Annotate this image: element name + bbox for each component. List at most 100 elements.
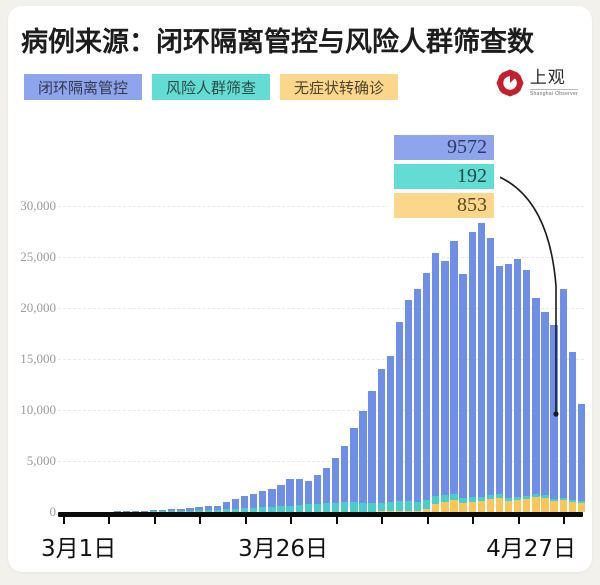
bar-segment xyxy=(359,502,367,512)
gridline xyxy=(58,410,584,411)
bar-segment xyxy=(341,446,349,503)
bar-segment xyxy=(532,494,540,497)
bar-segment xyxy=(368,503,376,512)
bar-segment xyxy=(404,501,413,511)
bar-segment xyxy=(268,488,276,507)
bar-segment xyxy=(477,496,485,501)
bar-segment xyxy=(423,500,431,509)
x-axis-tick xyxy=(472,517,475,524)
bar-segment xyxy=(313,503,322,512)
x-axis-tick xyxy=(517,517,520,524)
callout-value-closed-loop: 9572 xyxy=(394,135,494,160)
bar-segment xyxy=(577,403,586,502)
bar-segment xyxy=(359,411,367,503)
bar-segment xyxy=(477,500,485,512)
bar-segment xyxy=(222,509,231,512)
gridline xyxy=(58,461,584,462)
x-axis-tick xyxy=(335,517,338,524)
bar-segment xyxy=(423,272,431,501)
bar-segment xyxy=(259,491,267,508)
bar-segment xyxy=(240,508,249,512)
bar-segment xyxy=(550,500,558,512)
x-axis-line xyxy=(58,512,583,517)
bar-segment xyxy=(559,499,567,512)
chart-plot-area: 0 5,000 10,000 15,000 20,000 25,000 30,000 3月1… xyxy=(8,6,592,572)
legend-item-closed-loop[interactable]: 闭环隔离管控 xyxy=(24,74,143,100)
bar-segment xyxy=(168,511,176,512)
bar-segment xyxy=(377,503,385,512)
bar-segment xyxy=(213,509,221,512)
gridline xyxy=(58,206,584,207)
bar-segment xyxy=(231,498,240,509)
bar-segment xyxy=(495,265,504,495)
bar-segment xyxy=(568,351,576,500)
bar-segment xyxy=(368,391,376,504)
bar-segment xyxy=(295,504,303,512)
bar-segment xyxy=(304,504,312,512)
callout-value-asymptomatic: 853 xyxy=(394,193,494,218)
bar-segment xyxy=(486,498,495,512)
bar-segment xyxy=(441,261,449,495)
bar-segment xyxy=(504,497,513,501)
bar-segment xyxy=(350,501,358,512)
bar-segment xyxy=(195,510,203,512)
x-axis-tick xyxy=(108,517,111,524)
bar-segment xyxy=(332,457,340,503)
y-axis-label: 20,000 xyxy=(20,300,56,315)
bar-segment xyxy=(495,494,504,498)
legend: 闭环隔离管控 风险人群筛查 无症状转确诊 xyxy=(24,74,399,100)
bar-segment xyxy=(341,502,349,512)
bar-segment xyxy=(386,511,394,512)
y-axis-label: 25,000 xyxy=(20,249,56,264)
bar-segment xyxy=(395,511,404,512)
bar-segment xyxy=(286,479,294,506)
bar-segment xyxy=(149,511,158,512)
bar-segment xyxy=(514,496,522,500)
bar-segment xyxy=(523,270,531,496)
bar-segment xyxy=(459,274,467,498)
bar-segment xyxy=(459,497,467,503)
bar-segment xyxy=(149,510,158,512)
bar-segment xyxy=(131,510,140,512)
bar-segment xyxy=(514,499,522,512)
bar-segment xyxy=(386,356,394,503)
bar-segment xyxy=(177,510,185,512)
bar-segment xyxy=(459,502,467,512)
bar-segment xyxy=(559,288,567,498)
bar-segment xyxy=(213,505,221,510)
bar-segment xyxy=(413,289,422,502)
x-axis-tick xyxy=(426,517,429,524)
hexagon-logo-icon xyxy=(496,69,524,97)
bar-segment xyxy=(486,494,495,499)
bar-segment xyxy=(423,508,431,512)
bar-segment xyxy=(250,507,258,512)
bar-segment xyxy=(441,501,449,512)
bar-segment xyxy=(432,503,440,512)
bar-segment xyxy=(541,311,549,496)
bar-segment xyxy=(577,503,586,512)
bar-segment xyxy=(286,505,294,512)
x-axis-tick xyxy=(153,517,156,524)
bar-segment xyxy=(577,501,586,504)
brand-name-en: Shanghai Observer xyxy=(529,88,578,97)
bar-segment xyxy=(277,484,285,507)
bar-segment xyxy=(404,510,413,512)
y-axis-label: 5,000 xyxy=(26,453,56,468)
bar-segment xyxy=(468,501,476,512)
brand-logo: 上观 Shanghai Observer xyxy=(495,68,578,98)
bar-segment xyxy=(204,506,212,511)
chart-card: 病例来源：闭环隔离管控与风险人群筛查数 闭环隔离管控 风险人群筛查 无症状转确诊… xyxy=(8,6,592,572)
bar-segment xyxy=(159,511,167,512)
value-callout: 9572 192 853 xyxy=(390,132,498,221)
bar-segment xyxy=(514,259,522,497)
bar-segment xyxy=(523,498,531,512)
gridline xyxy=(58,359,584,360)
y-axis-label: 30,000 xyxy=(20,198,56,213)
bar-segment xyxy=(413,501,422,511)
bar-segment xyxy=(504,500,513,512)
bar-segment xyxy=(523,495,531,499)
bar-segment xyxy=(322,503,331,512)
bar-segment xyxy=(450,240,458,494)
legend-item-screening[interactable]: 风险人群筛查 xyxy=(152,74,271,100)
legend-item-asymptomatic[interactable]: 无症状转确诊 xyxy=(280,74,399,100)
